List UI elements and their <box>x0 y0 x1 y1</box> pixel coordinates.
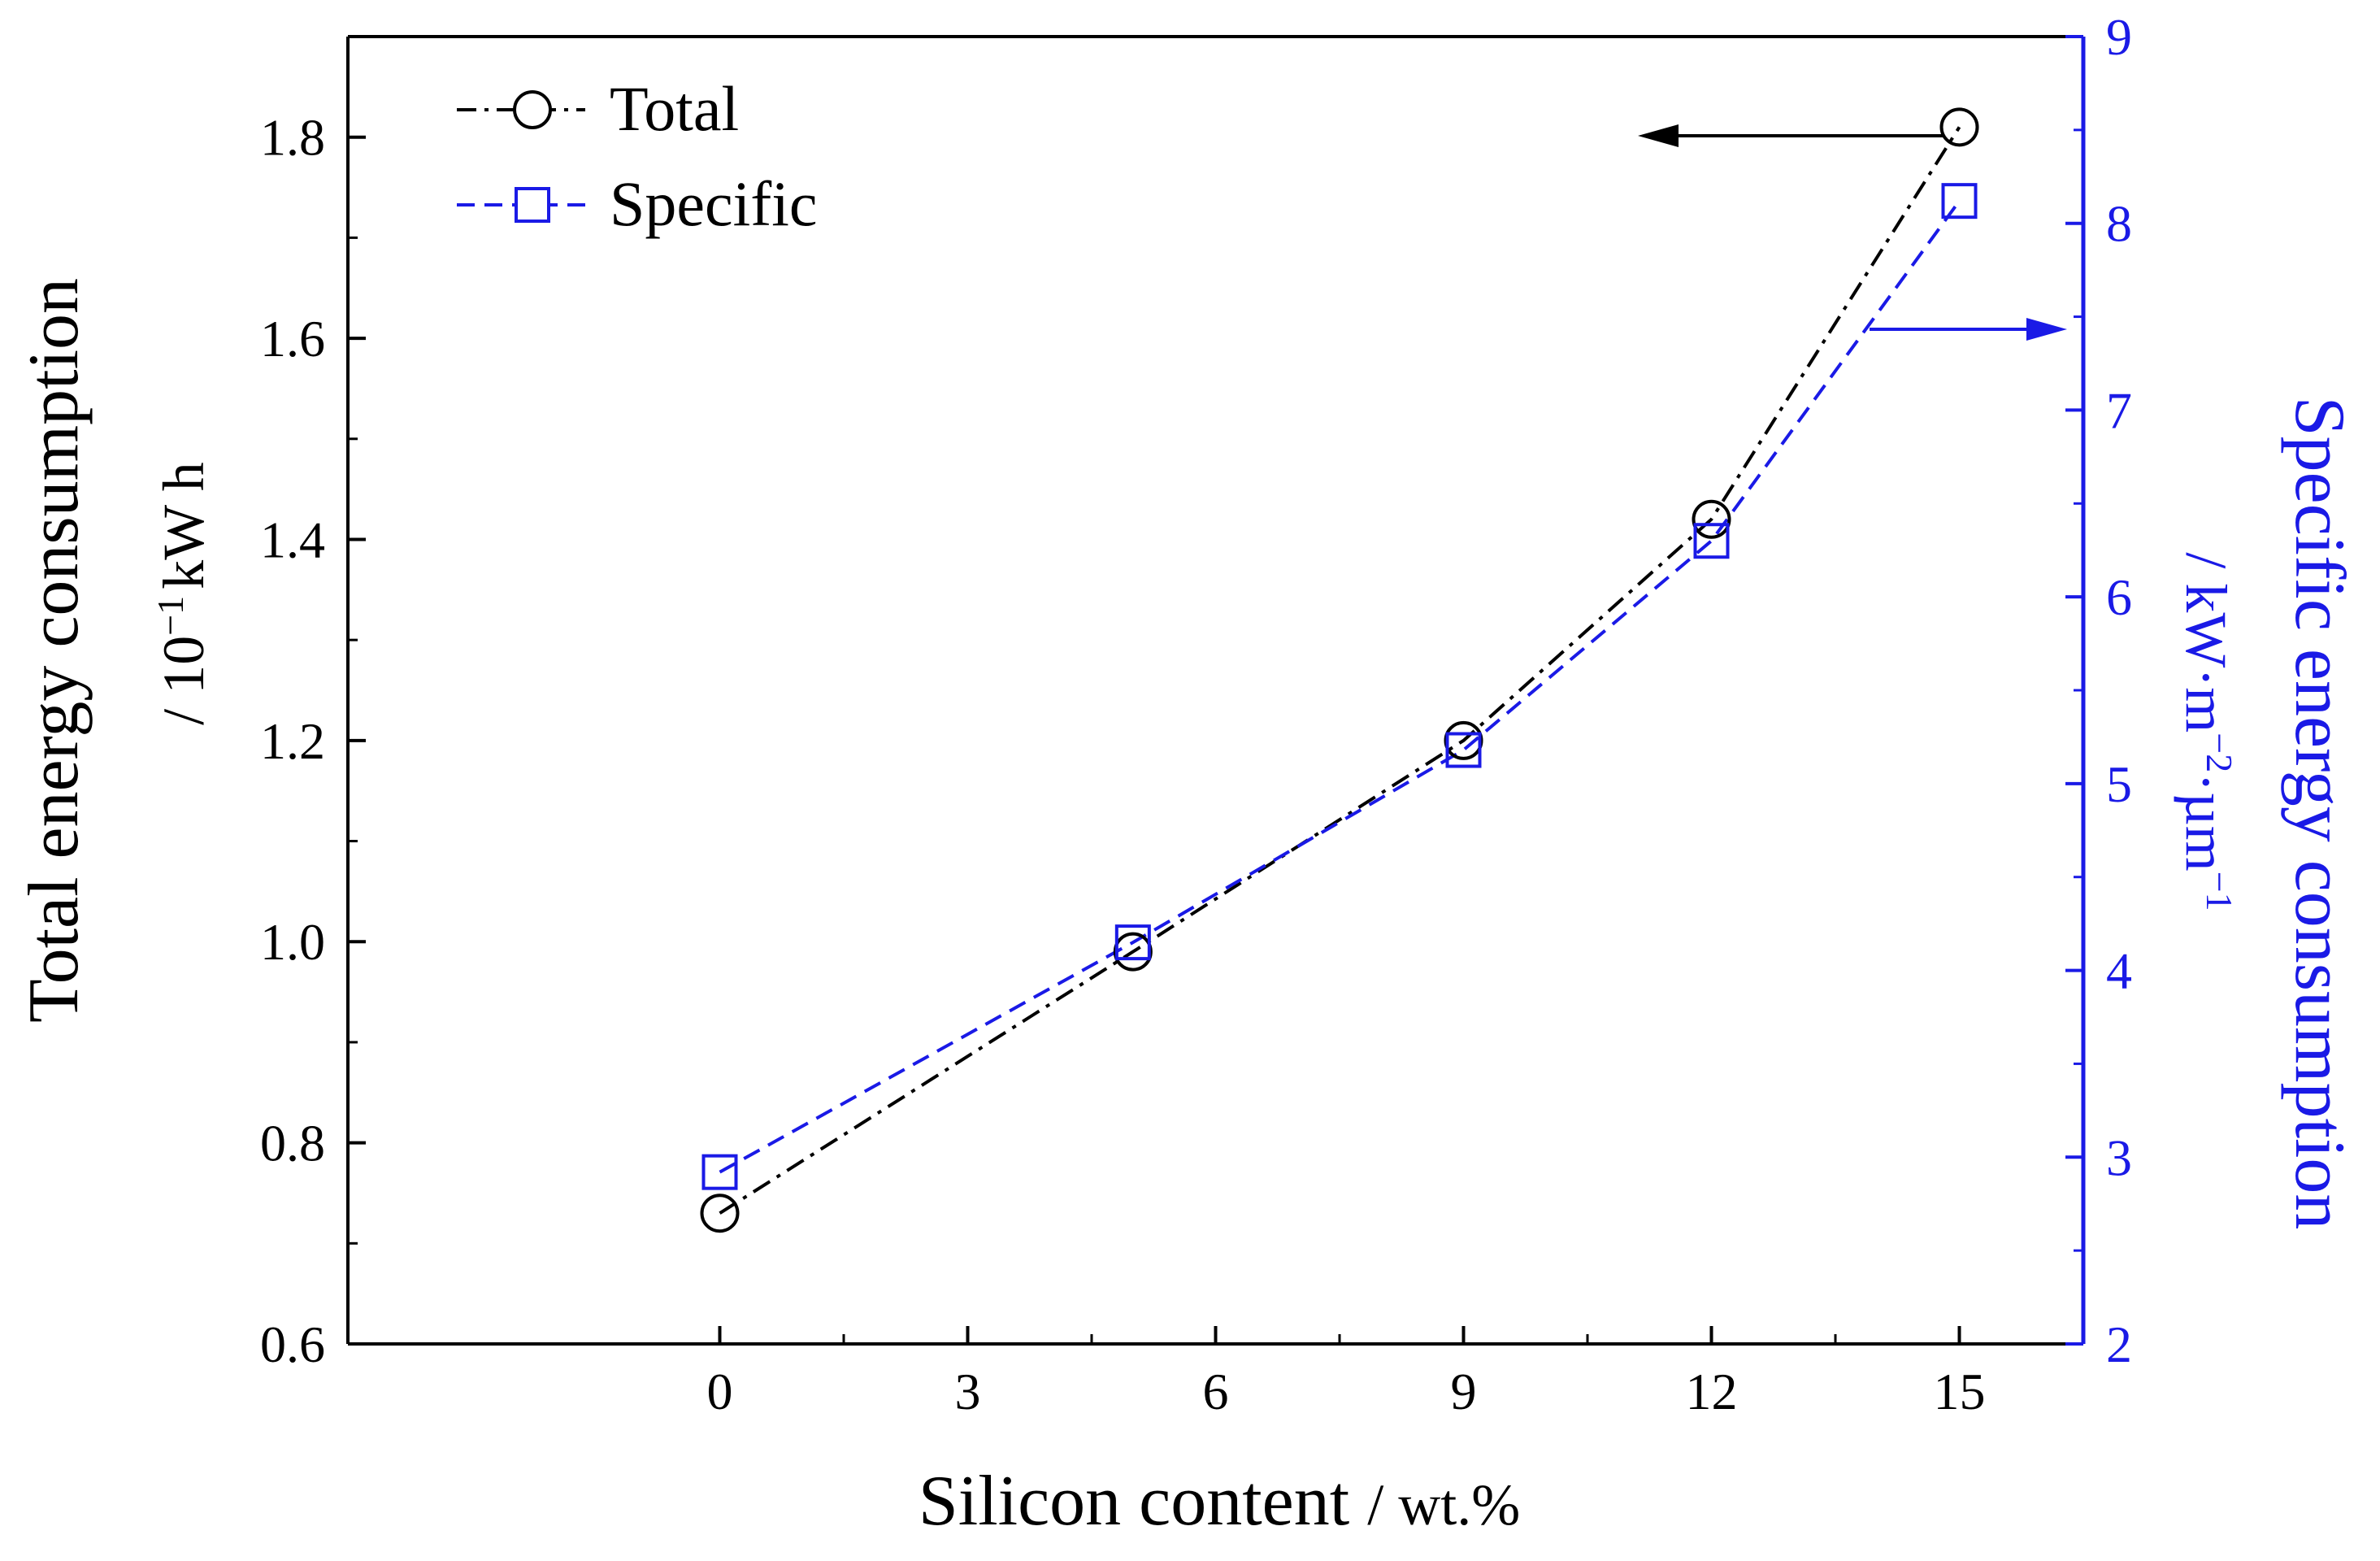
data-point-specific <box>1114 924 1151 961</box>
right-y-unit-a: / kW·m <box>2174 552 2239 733</box>
x-tick-label: 3 <box>955 1363 981 1420</box>
right-y-tick-label: 2 <box>2106 1315 2132 1373</box>
left-y-unit-exponent: −1 <box>150 596 191 636</box>
series-line-specific <box>719 199 1961 1174</box>
data-point-specific <box>1693 523 1730 559</box>
x-axis-unit: / wt.% <box>1367 1472 1520 1537</box>
x-tick-label: 6 <box>1203 1363 1229 1420</box>
right-y-tick-label: 4 <box>2106 942 2132 1000</box>
left-y-tick-label: 1.0 <box>260 913 325 971</box>
left-y-tick-label: 1.6 <box>260 310 325 367</box>
data-point-total <box>1939 107 1979 147</box>
arrow-to-right-axis <box>1870 318 2067 341</box>
left-y-tick-label: 1.8 <box>260 109 325 167</box>
x-tick-label: 0 <box>707 1363 733 1420</box>
right-y-unit-b: ·µm <box>2174 772 2239 871</box>
right-y-tick-label: 5 <box>2106 755 2132 813</box>
left-y-tick-label: 0.6 <box>260 1315 325 1373</box>
right-y-tick-label: 9 <box>2106 8 2132 66</box>
left-y-tick-label: 1.2 <box>260 712 325 770</box>
x-tick-label: 9 <box>1451 1363 1477 1420</box>
right-y-unit-exp2: −1 <box>2200 872 2241 911</box>
x-ticks: 0 3 6 9 12 15 <box>707 1326 1986 1420</box>
left-y-ticks: 0.6 0.8 1.0 1.2 1.4 1.6 1.8 <box>260 109 366 1373</box>
data-point-total <box>700 1194 740 1233</box>
series-line-total <box>719 126 1961 1215</box>
legend-item-specific: Specific <box>457 168 818 239</box>
left-y-unit-prefix: / 10 <box>151 636 216 725</box>
left-y-tick-label: 1.4 <box>260 511 325 568</box>
legend-item-total: Total <box>457 73 739 144</box>
series-markers <box>700 107 1979 1233</box>
data-point-specific <box>1445 732 1482 768</box>
right-y-tick-label: 8 <box>2106 195 2132 253</box>
right-y-tick-label: 7 <box>2106 381 2132 439</box>
left-y-axis-unit: / 10−1 kW h <box>150 462 217 725</box>
left-y-unit-suffix: kW h <box>151 462 216 589</box>
right-y-axis-title: Specific energy consumption <box>2280 397 2359 1230</box>
legend: Total Specific <box>457 73 818 239</box>
annotation-arrows <box>1638 124 2067 341</box>
right-y-ticks: 2 3 4 5 6 7 8 9 <box>2065 8 2132 1373</box>
x-tick-label: 12 <box>1686 1363 1738 1420</box>
x-axis-title: Silicon content / wt.% <box>919 1462 1520 1541</box>
x-tick-label: 15 <box>1934 1363 1986 1420</box>
right-y-axis-unit: / kW·m−2·µm−1 <box>2174 552 2241 911</box>
series-lines <box>719 126 1961 1215</box>
left-y-axis-title: Total energy consumption <box>15 278 93 1023</box>
left-y-tick-label: 0.8 <box>260 1115 325 1172</box>
right-y-tick-label: 3 <box>2106 1128 2132 1186</box>
data-point-total <box>1692 499 1731 539</box>
legend-label-specific: Specific <box>610 168 818 239</box>
arrow-to-left-axis <box>1638 124 1943 147</box>
x-axis-label: Silicon content <box>919 1462 1349 1541</box>
data-point-specific <box>1941 183 1978 220</box>
right-y-tick-label: 6 <box>2106 568 2132 626</box>
legend-label-total: Total <box>610 73 739 144</box>
data-point-specific <box>701 1154 738 1190</box>
right-y-unit-exp1: −2 <box>2200 733 2241 772</box>
